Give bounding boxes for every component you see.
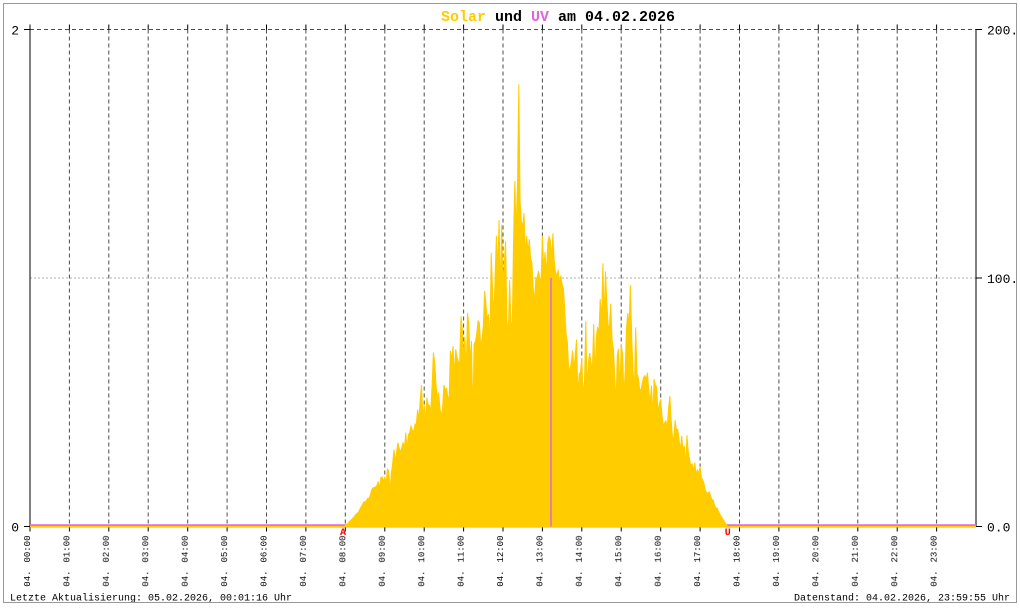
svg-text:U: U xyxy=(725,528,731,539)
svg-text:06:00: 06:00 xyxy=(260,536,270,563)
svg-text:04.: 04. xyxy=(654,571,664,587)
svg-text:04.: 04. xyxy=(575,571,585,587)
svg-text:04.: 04. xyxy=(338,571,348,587)
svg-text:04.: 04. xyxy=(141,571,151,587)
svg-text:04.: 04. xyxy=(23,571,33,587)
svg-text:04:00: 04:00 xyxy=(181,536,191,563)
svg-text:02:00: 02:00 xyxy=(102,536,112,563)
svg-text:01:00: 01:00 xyxy=(62,536,72,563)
svg-text:0: 0 xyxy=(11,521,19,536)
svg-text:08:00: 08:00 xyxy=(338,536,348,563)
svg-text:04.: 04. xyxy=(181,571,191,587)
svg-text:10:00: 10:00 xyxy=(417,536,427,563)
svg-text:09:00: 09:00 xyxy=(378,536,388,563)
svg-text:0.0: 0.0 xyxy=(987,521,1010,536)
svg-text:03:00: 03:00 xyxy=(141,536,151,563)
svg-text:04.: 04. xyxy=(220,571,230,587)
svg-text:A: A xyxy=(340,528,346,539)
svg-text:04.: 04. xyxy=(457,571,467,587)
svg-text:16:00: 16:00 xyxy=(654,536,664,563)
svg-text:100.0: 100.0 xyxy=(987,272,1017,287)
svg-text:Letzte Aktualisierung: 05.02.2: Letzte Aktualisierung: 05.02.2026, 00:01… xyxy=(10,593,292,604)
svg-text:04.: 04. xyxy=(417,571,427,587)
svg-text:04.: 04. xyxy=(733,571,743,587)
svg-text:00:00: 00:00 xyxy=(23,536,33,563)
svg-text:04.: 04. xyxy=(772,571,782,587)
svg-text:04.: 04. xyxy=(496,571,506,587)
svg-text:04.: 04. xyxy=(62,571,72,587)
svg-text:04.: 04. xyxy=(930,571,940,587)
svg-text:13:00: 13:00 xyxy=(535,536,545,563)
svg-text:04.: 04. xyxy=(693,571,703,587)
svg-text:04.: 04. xyxy=(102,571,112,587)
svg-text:22:00: 22:00 xyxy=(890,536,900,563)
svg-text:21:00: 21:00 xyxy=(851,536,861,563)
svg-text:04.: 04. xyxy=(890,571,900,587)
svg-text:04.: 04. xyxy=(299,571,309,587)
svg-text:04.: 04. xyxy=(535,571,545,587)
svg-text:04.: 04. xyxy=(614,571,624,587)
svg-text:04.: 04. xyxy=(851,571,861,587)
svg-text:23:00: 23:00 xyxy=(930,536,940,563)
svg-text:15:00: 15:00 xyxy=(614,536,624,563)
svg-text:11:00: 11:00 xyxy=(457,536,467,563)
svg-text:04.: 04. xyxy=(260,571,270,587)
svg-text:05:00: 05:00 xyxy=(220,536,230,563)
svg-text:18:00: 18:00 xyxy=(733,536,743,563)
svg-text:20:00: 20:00 xyxy=(811,536,821,563)
svg-text:07:00: 07:00 xyxy=(299,536,309,563)
svg-text:Solar und UV am 04.02.2026: Solar und UV am 04.02.2026 xyxy=(441,9,675,26)
svg-text:04.: 04. xyxy=(811,571,821,587)
svg-text:200.0: 200.0 xyxy=(987,24,1017,39)
svg-text:12:00: 12:00 xyxy=(496,536,506,563)
svg-text:19:00: 19:00 xyxy=(772,536,782,563)
svg-text:04.: 04. xyxy=(378,571,388,587)
svg-text:17:00: 17:00 xyxy=(693,536,703,563)
svg-text:Datenstand: 04.02.2026, 23:59:: Datenstand: 04.02.2026, 23:59:55 Uhr xyxy=(794,593,1010,604)
svg-text:2: 2 xyxy=(11,24,19,39)
svg-text:14:00: 14:00 xyxy=(575,536,585,563)
